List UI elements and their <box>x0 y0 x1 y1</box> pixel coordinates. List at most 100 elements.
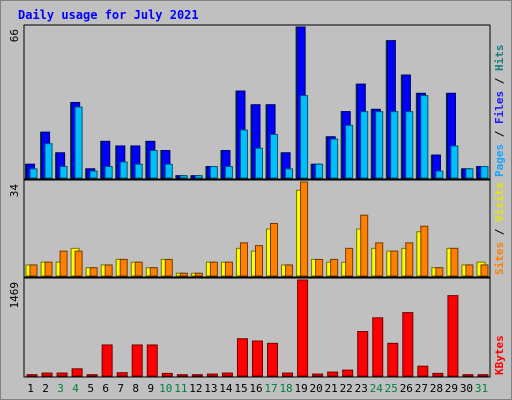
x-tick-label: 2 <box>42 382 49 395</box>
x-tick-label: 20 <box>310 382 323 395</box>
sites-bar <box>300 181 309 277</box>
top-y-max-label: 66 <box>8 29 21 42</box>
pages-bar <box>74 106 83 179</box>
sites-bar <box>435 267 444 277</box>
pages-bar <box>194 175 203 179</box>
kbytes-bar <box>267 342 279 377</box>
sites-bar <box>119 258 128 277</box>
kbytes-bar <box>41 372 53 377</box>
middle-legend-item: / <box>493 222 506 242</box>
sites-bar <box>315 258 324 277</box>
x-tick-label: 23 <box>355 382 368 395</box>
kbytes-bar <box>432 372 444 377</box>
pages-bar <box>450 145 459 179</box>
kbytes-bar <box>191 374 203 377</box>
pages-bar <box>465 168 474 179</box>
x-tick-label: 14 <box>219 382 233 395</box>
x-tick-label: 8 <box>132 382 139 395</box>
top-legend-item: / <box>493 124 506 144</box>
sites-bar <box>164 258 173 277</box>
pages-bar <box>420 95 429 179</box>
sites-bar <box>224 261 233 277</box>
x-tick-label: 13 <box>204 382 217 395</box>
x-tick-label: 4 <box>72 382 79 395</box>
pages-bar <box>405 111 414 179</box>
pages-bar <box>390 111 399 179</box>
x-tick-label: 28 <box>430 382 443 395</box>
x-tick-label: 7 <box>117 382 124 395</box>
pages-bar <box>239 129 248 179</box>
kbytes-bar <box>327 371 339 377</box>
sites-bar <box>345 247 354 277</box>
pages-bar <box>315 163 324 179</box>
sites-bar <box>44 261 53 277</box>
sites-bar <box>104 264 113 277</box>
kbytes-bar <box>71 368 83 377</box>
pages-bar <box>360 111 369 179</box>
x-tick-label: 26 <box>400 382 413 395</box>
pages-bar <box>209 166 218 179</box>
kbytes-bar <box>312 373 324 377</box>
sites-bar <box>450 247 459 277</box>
x-tick-label: 21 <box>325 382 338 395</box>
x-tick-label: 24 <box>370 382 384 395</box>
pages-bar <box>104 166 113 179</box>
kbytes-bar <box>101 344 113 377</box>
x-tick-label: 9 <box>147 382 154 395</box>
pages-bar <box>29 168 38 179</box>
pages-bar <box>300 95 309 179</box>
x-tick-label: 16 <box>249 382 262 395</box>
x-tick-label: 6 <box>102 382 109 395</box>
kbytes-bar <box>357 331 369 377</box>
pages-bar <box>435 170 444 179</box>
kbytes-bar <box>116 372 128 377</box>
kbytes-bar <box>221 372 233 377</box>
x-tick-label: 3 <box>57 382 64 395</box>
pages-bar <box>330 138 339 179</box>
sites-bar <box>74 250 83 277</box>
x-tick-label: 12 <box>189 382 202 395</box>
sites-bar <box>59 250 68 277</box>
x-tick-label: 11 <box>174 382 187 395</box>
kbytes-bar <box>56 372 68 377</box>
pages-bar <box>179 175 188 179</box>
top-legend-item: Files <box>493 91 506 124</box>
pages-bar <box>164 163 173 179</box>
middle-legend-item: Sites <box>493 242 506 275</box>
bottom-legend: KBytes <box>493 335 506 375</box>
sites-bar <box>405 242 414 277</box>
sites-bar <box>149 267 158 277</box>
pages-bar <box>89 170 98 179</box>
pages-bar <box>375 111 384 179</box>
middle-y-max-label: 34 <box>8 184 21 198</box>
sites-bar <box>239 242 248 277</box>
x-tick-label: 22 <box>340 382 353 395</box>
x-tick-label: 27 <box>415 382 428 395</box>
sites-bar <box>420 225 429 277</box>
x-tick-label: 30 <box>460 382 473 395</box>
kbytes-bar <box>26 374 38 377</box>
kbytes-bar <box>342 369 354 377</box>
pages-bar <box>119 161 128 179</box>
bottom-y-max-label: 1469 <box>8 282 21 309</box>
kbytes-bar <box>206 373 218 377</box>
x-tick-label: 15 <box>234 382 247 395</box>
sites-bar <box>89 267 98 277</box>
x-tick-label: 5 <box>87 382 94 395</box>
sites-bar <box>285 264 294 277</box>
sites-bar <box>29 264 38 277</box>
chart-title: Daily usage for July 2021 <box>18 8 199 22</box>
sites-bar <box>254 245 263 277</box>
sites-bar <box>375 242 384 277</box>
sites-bar <box>480 264 489 277</box>
kbytes-bar <box>477 374 489 377</box>
top-legend-item: / <box>493 71 506 91</box>
middle-legend: Sites / Visits <box>493 182 506 275</box>
pages-bar <box>254 147 263 179</box>
kbytes-bar <box>372 317 384 377</box>
x-tick-label: 25 <box>385 382 398 395</box>
kbytes-bar <box>86 374 98 377</box>
pages-bar <box>134 163 143 179</box>
